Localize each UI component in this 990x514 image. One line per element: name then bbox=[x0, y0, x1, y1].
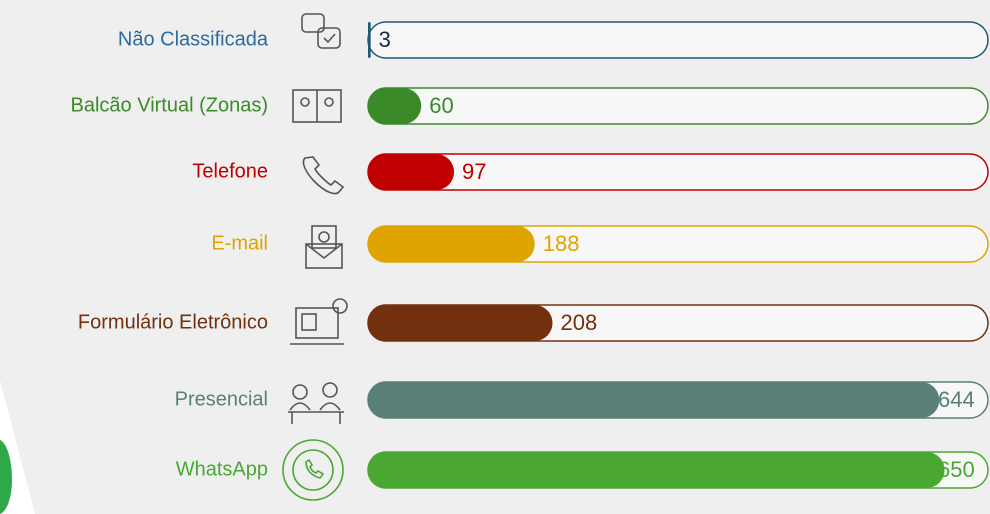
bar bbox=[368, 305, 553, 341]
bar bbox=[368, 154, 455, 190]
value-label: 60 bbox=[429, 93, 453, 118]
icon-phone bbox=[302, 156, 345, 195]
icon-presencial bbox=[288, 382, 344, 424]
icon-question bbox=[301, 13, 341, 49]
value-label: 208 bbox=[561, 310, 598, 335]
bar bbox=[368, 452, 945, 488]
category-label: Balcão Virtual (Zonas) bbox=[71, 94, 269, 116]
category-label: WhatsApp bbox=[176, 458, 268, 480]
icon-form bbox=[290, 298, 348, 345]
bar bbox=[368, 22, 371, 58]
decoration bbox=[0, 440, 13, 514]
bar-track bbox=[367, 21, 989, 59]
bar bbox=[368, 382, 940, 418]
value-label: 650 bbox=[938, 457, 975, 482]
value-label: 3 bbox=[379, 27, 391, 52]
bar bbox=[368, 226, 535, 262]
category-label: Não Classificada bbox=[118, 28, 269, 50]
bar-track bbox=[367, 87, 989, 125]
icon-virtual bbox=[292, 89, 342, 123]
value-label: 188 bbox=[543, 231, 580, 256]
icon-email bbox=[305, 225, 343, 269]
category-label: Formulário Eletrônico bbox=[78, 311, 268, 333]
category-label: Presencial bbox=[175, 388, 268, 410]
icon-whatsapp bbox=[282, 439, 344, 501]
value-label: 644 bbox=[938, 387, 975, 412]
bar bbox=[368, 88, 422, 124]
icons bbox=[282, 13, 348, 501]
bar-track bbox=[367, 153, 989, 191]
value-label: 97 bbox=[462, 159, 486, 184]
category-label: E-mail bbox=[211, 232, 268, 254]
category-label: Telefone bbox=[192, 160, 268, 182]
